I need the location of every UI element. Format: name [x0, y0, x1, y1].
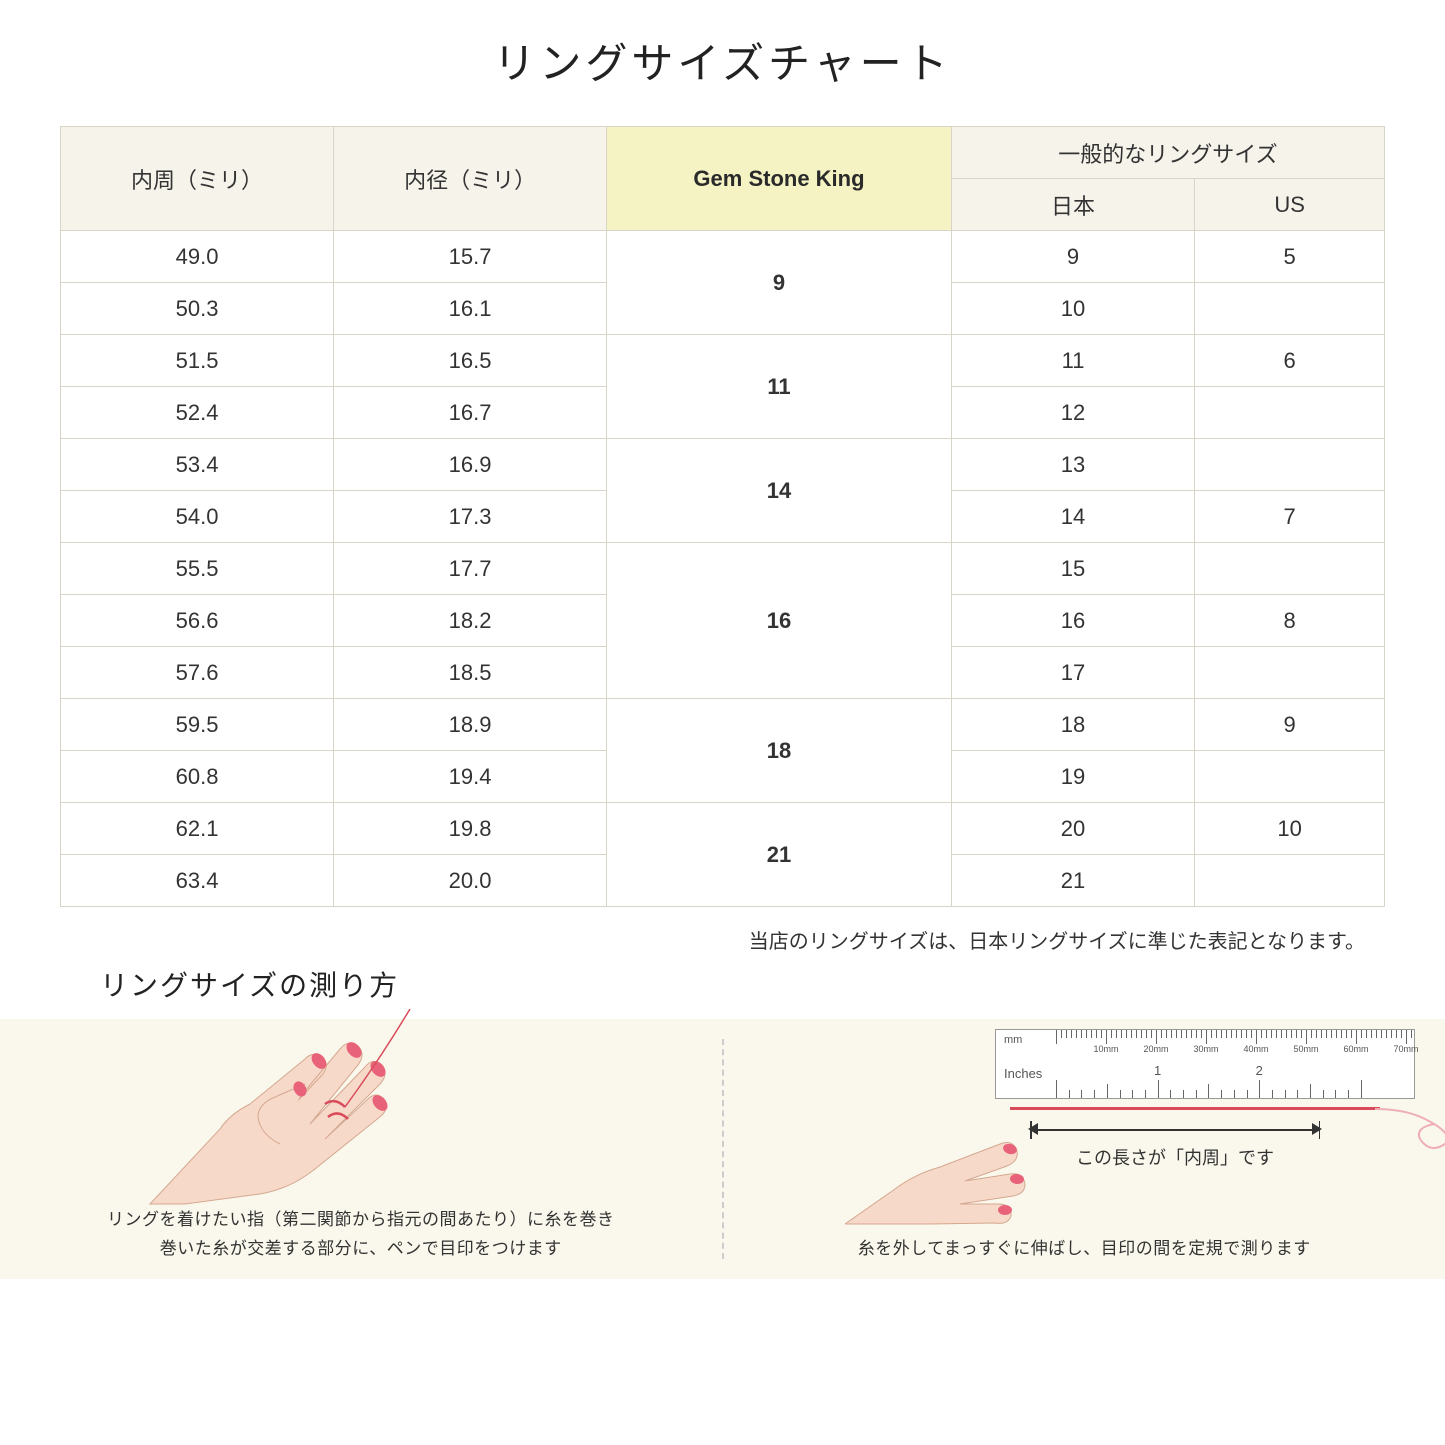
- cell-diam: 18.2: [334, 595, 607, 647]
- cell-diam: 16.7: [334, 387, 607, 439]
- cell-circ: 54.0: [61, 491, 334, 543]
- table-row: 59.518.918189: [61, 699, 1385, 751]
- cell-jp: 14: [951, 491, 1194, 543]
- cell-jp: 20: [951, 803, 1194, 855]
- cell-jp: 10: [951, 283, 1194, 335]
- cell-diam: 20.0: [334, 855, 607, 907]
- col-circumference: 内周（ミリ）: [61, 127, 334, 231]
- howto-step-1: リングを着けたい指（第二関節から指元の間あたり）に糸を巻き巻いた糸が交差する部分…: [0, 1019, 722, 1279]
- howto-step-2: mm Inches 10mm20mm30mm40mm50mm60mm70mm12…: [724, 1019, 1445, 1279]
- cell-us: 8: [1195, 595, 1385, 647]
- ruler-mm-label: mm: [1004, 1034, 1022, 1046]
- col-brand: Gem Stone King: [607, 127, 952, 231]
- cell-brand: 16: [607, 543, 952, 699]
- cell-us: 5: [1195, 231, 1385, 283]
- cell-diam: 16.9: [334, 439, 607, 491]
- cell-diam: 18.9: [334, 699, 607, 751]
- cell-jp: 11: [951, 335, 1194, 387]
- cell-us: 7: [1195, 491, 1385, 543]
- cell-brand: 18: [607, 699, 952, 803]
- chart-note: 当店のリングサイズは、日本リングサイズに準じた表記となります。: [60, 925, 1385, 954]
- cell-jp: 15: [951, 543, 1194, 595]
- cell-us: [1195, 543, 1385, 595]
- table-row: 53.416.91413: [61, 439, 1385, 491]
- cell-circ: 62.1: [61, 803, 334, 855]
- cell-circ: 59.5: [61, 699, 334, 751]
- size-chart-table: 内周（ミリ） 内径（ミリ） Gem Stone King 一般的なリングサイズ …: [60, 126, 1385, 907]
- ruler: mm Inches 10mm20mm30mm40mm50mm60mm70mm12: [995, 1029, 1415, 1099]
- measure-label: この長さが「内周」です: [1030, 1144, 1320, 1170]
- cell-circ: 56.6: [61, 595, 334, 647]
- measure-arrow: [1030, 1121, 1320, 1141]
- cell-diam: 19.4: [334, 751, 607, 803]
- cell-jp: 18: [951, 699, 1194, 751]
- cell-us: [1195, 647, 1385, 699]
- cell-jp: 17: [951, 647, 1194, 699]
- hand-wrap-illustration: [130, 989, 470, 1209]
- cell-jp: 19: [951, 751, 1194, 803]
- cell-us: 10: [1195, 803, 1385, 855]
- cell-brand: 14: [607, 439, 952, 543]
- col-us: US: [1195, 179, 1385, 231]
- col-diameter: 内径（ミリ）: [334, 127, 607, 231]
- cell-diam: 17.7: [334, 543, 607, 595]
- cell-circ: 50.3: [61, 283, 334, 335]
- table-row: 62.119.8212010: [61, 803, 1385, 855]
- cell-diam: 19.8: [334, 803, 607, 855]
- cell-circ: 63.4: [61, 855, 334, 907]
- cell-us: 6: [1195, 335, 1385, 387]
- page-title: リングサイズチャート: [60, 30, 1385, 91]
- cell-diam: 16.1: [334, 283, 607, 335]
- hand-hold-illustration: [845, 1089, 1045, 1229]
- cell-diam: 18.5: [334, 647, 607, 699]
- cell-us: [1195, 855, 1385, 907]
- howto-caption-2: 糸を外してまっすぐに伸ばし、目印の間を定規で測ります: [754, 1235, 1416, 1264]
- col-japan: 日本: [951, 179, 1194, 231]
- cell-jp: 13: [951, 439, 1194, 491]
- cell-circ: 60.8: [61, 751, 334, 803]
- col-general: 一般的なリングサイズ: [951, 127, 1384, 179]
- cell-diam: 16.5: [334, 335, 607, 387]
- ruler-illustration: mm Inches 10mm20mm30mm40mm50mm60mm70mm12…: [855, 1029, 1415, 1209]
- cell-jp: 21: [951, 855, 1194, 907]
- howto-caption-1: リングを着けたい指（第二関節から指元の間あたり）に糸を巻き巻いた糸が交差する部分…: [30, 1206, 692, 1264]
- cell-us: [1195, 751, 1385, 803]
- cell-diam: 15.7: [334, 231, 607, 283]
- cell-us: [1195, 439, 1385, 491]
- cell-circ: 53.4: [61, 439, 334, 491]
- table-row: 49.015.7995: [61, 231, 1385, 283]
- cell-us: [1195, 283, 1385, 335]
- ruler-in-label: Inches: [1004, 1066, 1042, 1081]
- cell-us: 9: [1195, 699, 1385, 751]
- cell-circ: 57.6: [61, 647, 334, 699]
- cell-circ: 55.5: [61, 543, 334, 595]
- thread-line: [1010, 1107, 1380, 1110]
- cell-circ: 52.4: [61, 387, 334, 439]
- cell-circ: 49.0: [61, 231, 334, 283]
- cell-us: [1195, 387, 1385, 439]
- cell-diam: 17.3: [334, 491, 607, 543]
- cell-circ: 51.5: [61, 335, 334, 387]
- cell-brand: 21: [607, 803, 952, 907]
- howto-panel: リングを着けたい指（第二関節から指元の間あたり）に糸を巻き巻いた糸が交差する部分…: [0, 1019, 1445, 1279]
- cell-jp: 16: [951, 595, 1194, 647]
- table-row: 55.517.71615: [61, 543, 1385, 595]
- table-row: 51.516.511116: [61, 335, 1385, 387]
- thread-curl: [1375, 1089, 1445, 1149]
- cell-jp: 9: [951, 231, 1194, 283]
- cell-brand: 11: [607, 335, 952, 439]
- cell-brand: 9: [607, 231, 952, 335]
- cell-jp: 12: [951, 387, 1194, 439]
